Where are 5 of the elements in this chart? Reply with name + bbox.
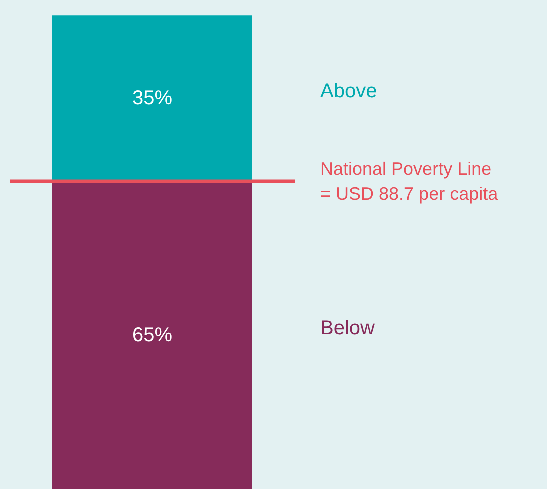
data-label: 65% (132, 324, 173, 347)
data-label: 35% (132, 88, 173, 110)
ref-line-label: National Poverty Line = USD 88.7 per capita (320, 159, 500, 204)
text: Above (320, 80, 378, 102)
text: Below (320, 317, 376, 340)
